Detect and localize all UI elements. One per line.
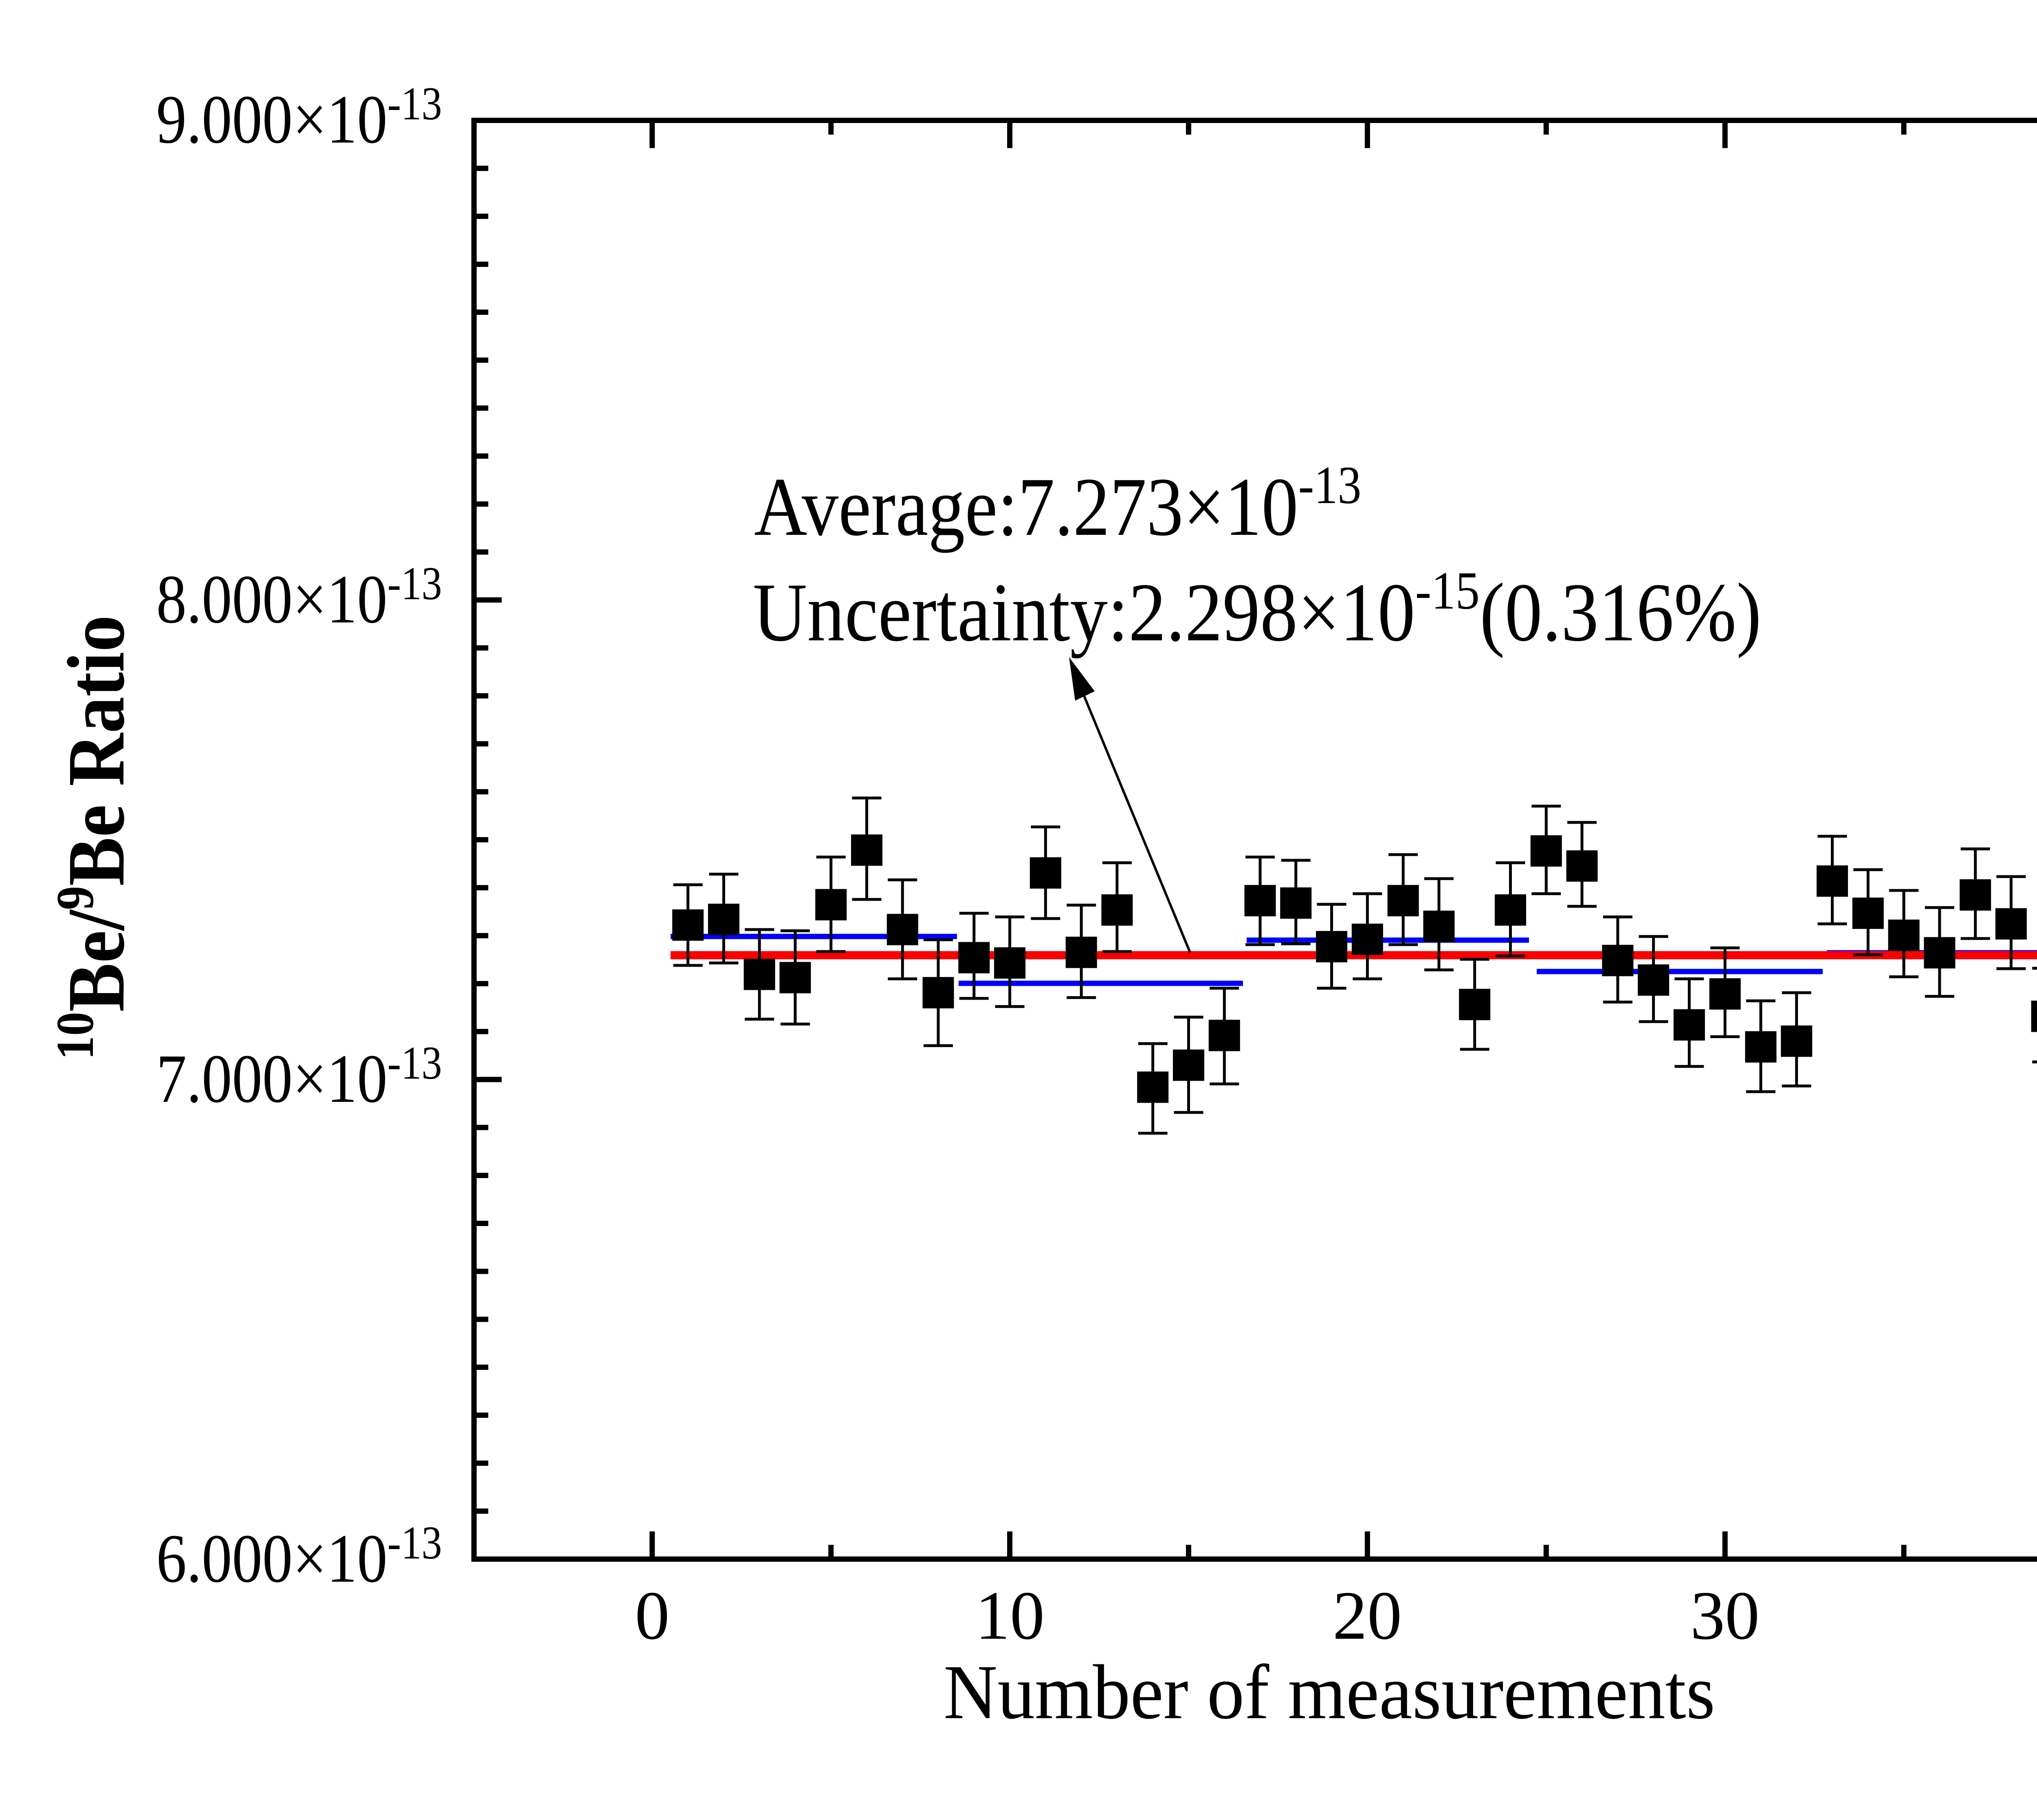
svg-text:Average:7.273×10-13: Average:7.273×10-13 — [754, 455, 1361, 553]
svg-text:0: 0 — [635, 1577, 670, 1654]
svg-text:Uncertainty:2.298×10-15(0.316%: Uncertainty:2.298×10-15(0.316%) — [753, 561, 1762, 659]
svg-text:30: 30 — [1690, 1577, 1760, 1654]
svg-text:Number of measurements: Number of measurements — [944, 1649, 1715, 1735]
svg-text:10Be/9Be Ratio: 10Be/9Be Ratio — [45, 615, 141, 1060]
svg-text:20: 20 — [1333, 1577, 1402, 1654]
svg-text:10: 10 — [975, 1577, 1045, 1654]
